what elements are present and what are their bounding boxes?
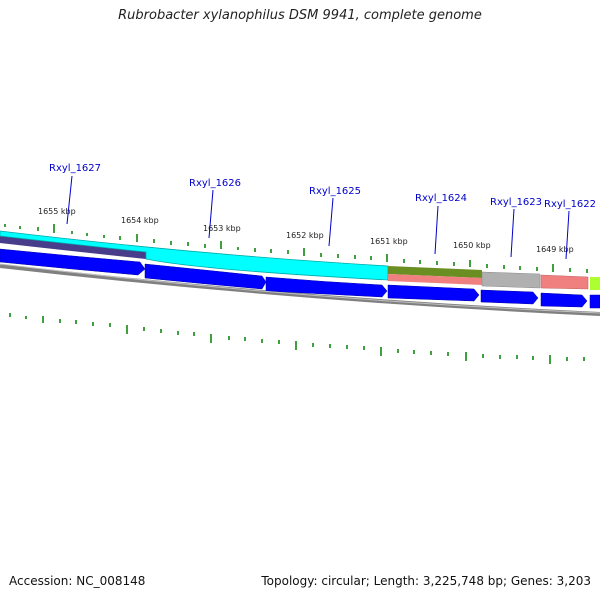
leader-line [510,208,515,258]
grey-feature [481,271,541,289]
lower-ticks [9,313,585,364]
leader-line [328,197,334,247]
leader-line [565,210,570,260]
kbp-label: 1652 kbp [286,231,324,240]
kbp-label: 1649 kbp [536,245,574,254]
backbone-arc-inner [0,263,600,314]
cds-arrow [265,276,388,298]
cds-arrow [540,292,588,308]
leader-line [434,205,439,255]
cyan-feature-band [0,230,389,281]
gene-label-rxyl-1624: Rxyl_1624 [415,193,467,204]
kbp-label: 1650 kbp [453,241,491,250]
leader-line [66,175,73,225]
gene-leader-lines [66,175,570,260]
salmon-feature [540,274,589,290]
gene-label-rxyl-1625: Rxyl_1625 [309,186,361,197]
green-feature [590,277,600,290]
upper-ticks [4,224,588,273]
cds-arrows [0,248,600,309]
gene-label-rxyl-1627: Rxyl_1627 [49,163,101,174]
accession-text: Accession: NC_008148 [9,574,146,588]
kbp-label: 1651 kbp [370,237,408,246]
kbp-label: 1654 kbp [121,216,159,225]
cds-arrow [144,263,267,290]
cds-arrow [480,289,539,305]
salmon-strip [388,274,482,285]
kbp-label: 1653 kbp [203,224,241,233]
kbp-label: 1655 kbp [38,207,76,216]
cds-arrow [387,284,480,302]
gene-label-rxyl-1622: Rxyl_1622 [544,199,596,210]
map-title: Rubrobacter xylanophilus DSM 9941, compl… [118,8,482,23]
backbone-arc-outer [0,264,600,316]
gene-label-rxyl-1626: Rxyl_1626 [189,178,241,189]
leader-line [208,189,214,239]
genome-summary-text: Topology: circular; Length: 3,225,748 bp… [261,574,591,588]
gene-label-rxyl-1623: Rxyl_1623 [490,197,542,208]
purple-feature [0,236,146,259]
cds-arrow [589,294,600,309]
cds-arrow [0,248,146,276]
